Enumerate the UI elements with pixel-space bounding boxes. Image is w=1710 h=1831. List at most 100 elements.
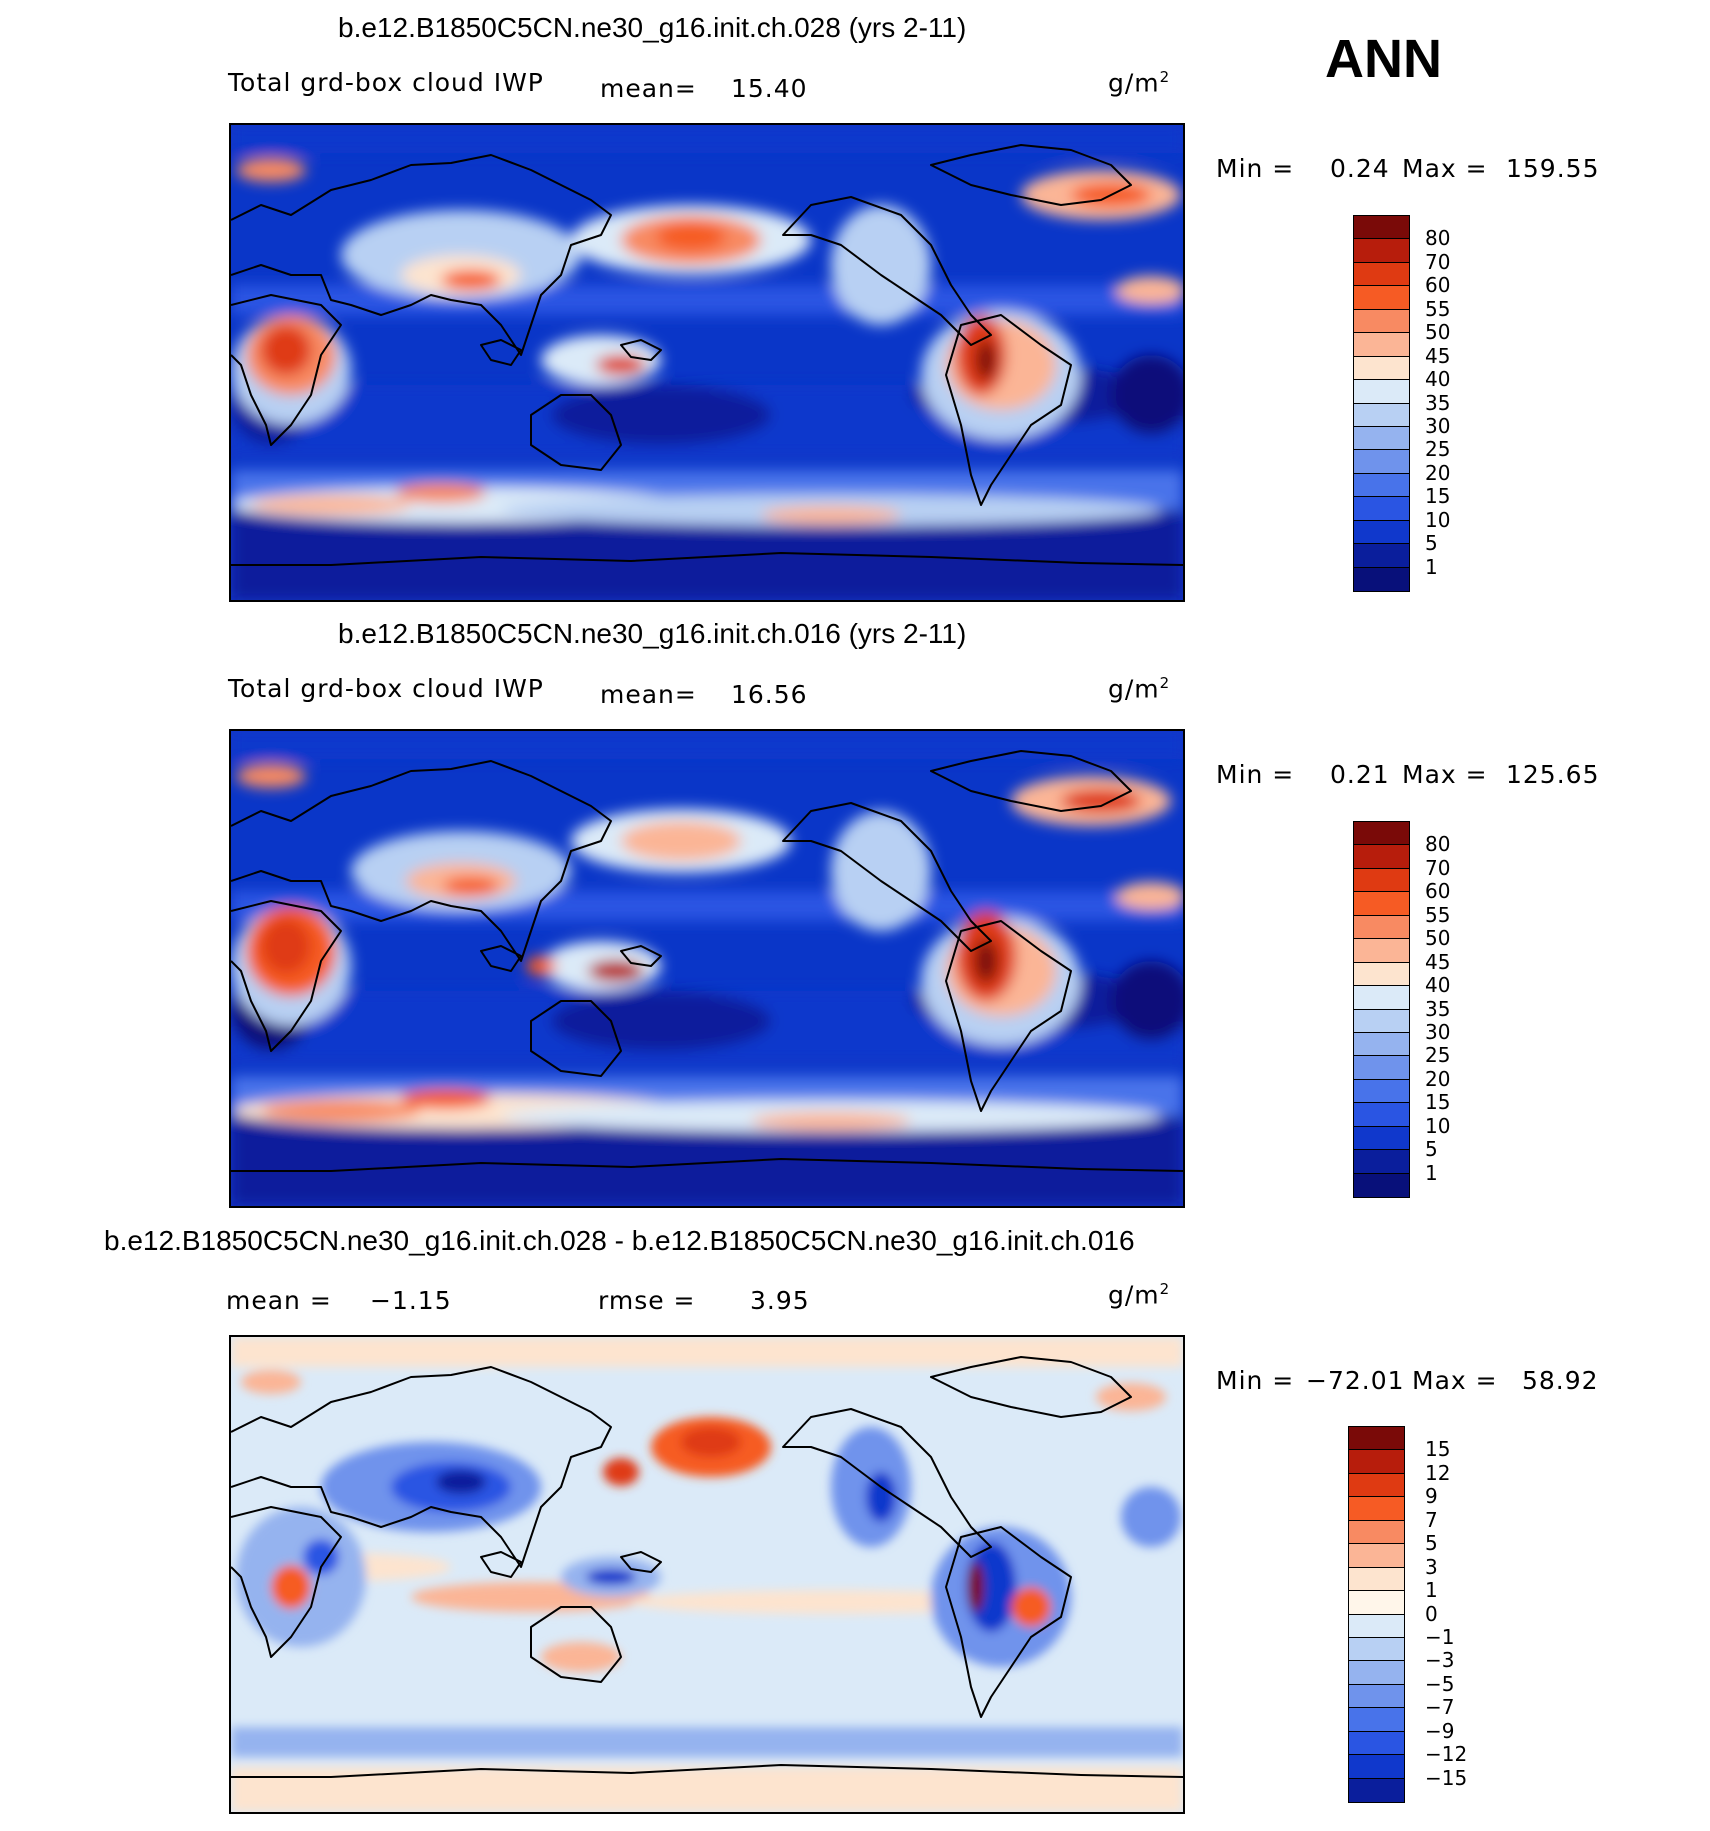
panel3-rmse-value: 3.95 [750, 1286, 810, 1315]
panel1-max-label: Max = [1402, 154, 1488, 183]
panel2-mean-value: 16.56 [731, 680, 808, 709]
panel1-mean-label: mean= [600, 74, 697, 103]
colorbar-segment [1354, 1032, 1409, 1057]
colorbar-segment [1349, 1708, 1404, 1732]
colorbar-segment [1349, 1497, 1404, 1521]
colorbar-segment [1354, 333, 1409, 357]
colorbar-tick-label: 30 [1425, 1019, 1451, 1044]
colorbar-tick-label: 5 [1425, 1137, 1438, 1162]
colorbar-tick-label: 70 [1425, 855, 1451, 880]
colorbar-segment [1349, 1473, 1404, 1498]
colorbar-segment [1354, 868, 1409, 893]
colorbar-tick-label: 40 [1425, 973, 1451, 998]
colorbar-tick-label: 20 [1425, 460, 1451, 485]
colorbar-tick-label: 9 [1425, 1484, 1438, 1509]
colorbar-tick-label: 1 [1425, 1160, 1438, 1185]
panel1-mean-value: 15.40 [731, 74, 808, 103]
panel3-max-value: 58.92 [1522, 1366, 1599, 1395]
colorbar-segment [1349, 1637, 1404, 1662]
colorbar-segment [1349, 1450, 1404, 1474]
colorbar-segment [1349, 1614, 1404, 1638]
colorbar-tick-label: 80 [1425, 832, 1451, 857]
colorbar-tick-label: −1 [1425, 1624, 1455, 1649]
panel1-variable: Total grd-box cloud IWP [228, 68, 544, 97]
panel3-mean-value: −1.15 [370, 1286, 452, 1315]
panel1-min-label: Min = [1216, 154, 1295, 183]
panel3-mean-label: mean = [226, 1286, 332, 1315]
colorbar-segment [1354, 520, 1409, 545]
panel3-title: b.e12.B1850C5CN.ne30_g16.init.ch.028 - b… [104, 1225, 1135, 1256]
panel1-min-value: 0.24 [1330, 154, 1390, 183]
colorbar-segment [1349, 1520, 1404, 1545]
colorbar-tick-label: 35 [1425, 390, 1451, 415]
colorbar-tick-label: 45 [1425, 343, 1451, 368]
colorbar-segment [1354, 915, 1409, 940]
panel3-min-value: −72.01 [1306, 1366, 1405, 1395]
colorbar-segment [1349, 1567, 1404, 1592]
panel2-variable: Total grd-box cloud IWP [228, 674, 544, 703]
panel2-max-label: Max = [1402, 760, 1488, 789]
colorbar-segment [1349, 1731, 1404, 1756]
colorbar-segment [1354, 1173, 1409, 1197]
panel1-colorbar [1353, 215, 1410, 592]
colorbar-tick-label: 35 [1425, 996, 1451, 1021]
colorbar-tick-label: 5 [1425, 1531, 1438, 1556]
panel3-units: g/m2 [1108, 1280, 1171, 1310]
colorbar-tick-label: 55 [1425, 902, 1451, 927]
colorbar-segment [1354, 892, 1409, 916]
colorbar-segment [1354, 262, 1409, 287]
panel1-map-svg [231, 125, 1183, 600]
colorbar-tick-label: 12 [1425, 1460, 1451, 1485]
panel2-title: b.e12.B1850C5CN.ne30_g16.init.ch.016 (yr… [338, 618, 967, 649]
colorbar-tick-label: 3 [1425, 1554, 1438, 1579]
colorbar-tick-label: −9 [1425, 1718, 1455, 1743]
colorbar-tick-label: 70 [1425, 249, 1451, 274]
colorbar-segment [1354, 497, 1409, 521]
colorbar-tick-label: 1 [1425, 1578, 1438, 1603]
colorbar-segment [1349, 1661, 1404, 1685]
colorbar-tick-label: 60 [1425, 273, 1451, 298]
panel3-rmse-label: rmse = [598, 1286, 696, 1315]
colorbar-tick-label: 10 [1425, 507, 1451, 532]
colorbar-segment [1354, 567, 1409, 591]
colorbar-tick-label: −5 [1425, 1671, 1455, 1696]
colorbar-tick-label: 50 [1425, 320, 1451, 345]
panel2-min-label: Min = [1216, 760, 1295, 789]
colorbar-tick-label: 40 [1425, 367, 1451, 392]
panel2-max-value: 125.65 [1506, 760, 1600, 789]
colorbar-segment [1354, 962, 1409, 987]
colorbar-segment [1354, 544, 1409, 568]
colorbar-segment [1354, 450, 1409, 474]
colorbar-segment [1354, 216, 1409, 240]
colorbar-segment [1349, 1591, 1404, 1615]
panel1-map [229, 123, 1185, 602]
season-label: ANN [1325, 29, 1442, 89]
colorbar-segment [1354, 822, 1409, 846]
colorbar-segment [1354, 1126, 1409, 1151]
colorbar-tick-label: −15 [1425, 1765, 1468, 1790]
colorbar-segment [1354, 1150, 1409, 1174]
colorbar-segment [1354, 845, 1409, 869]
colorbar-segment [1354, 380, 1409, 404]
panel1-title: b.e12.B1850C5CN.ne30_g16.init.ch.028 (yr… [338, 12, 967, 43]
colorbar-tick-label: −3 [1425, 1648, 1455, 1673]
colorbar-segment [1349, 1427, 1404, 1451]
colorbar-tick-label: 60 [1425, 879, 1451, 904]
colorbar-tick-label: 0 [1425, 1601, 1438, 1626]
colorbar-tick-label: 10 [1425, 1113, 1451, 1138]
panel2-min-value: 0.21 [1330, 760, 1390, 789]
colorbar-segment [1354, 1056, 1409, 1080]
colorbar-segment [1349, 1778, 1404, 1802]
colorbar-segment [1354, 1079, 1409, 1104]
colorbar-tick-label: 15 [1425, 484, 1451, 509]
colorbar-tick-label: 15 [1425, 1090, 1451, 1115]
colorbar-segment [1354, 1009, 1409, 1033]
panel1-max-value: 159.55 [1506, 154, 1600, 183]
colorbar-tick-label: 50 [1425, 926, 1451, 951]
panel2-mean-label: mean= [600, 680, 697, 709]
colorbar-tick-label: 30 [1425, 413, 1451, 438]
colorbar-tick-label: 5 [1425, 531, 1438, 556]
colorbar-segment [1354, 356, 1409, 381]
colorbar-tick-label: 80 [1425, 226, 1451, 251]
panel3-map-svg [231, 1337, 1183, 1812]
